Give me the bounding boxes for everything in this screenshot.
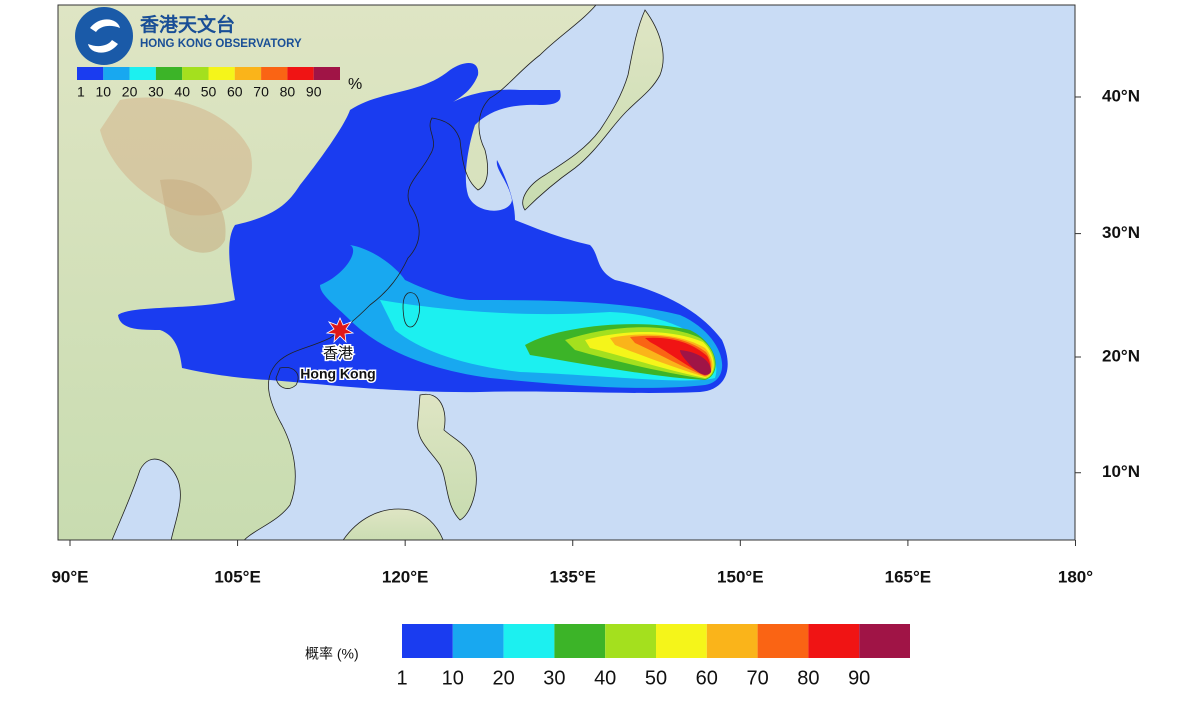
map-legend-label: 10 — [96, 84, 112, 100]
logo-icon — [75, 7, 133, 65]
legend-swatch — [503, 624, 555, 658]
map-legend-label: 50 — [201, 84, 217, 100]
legend-label: 70 — [746, 667, 768, 689]
lon-tick-label: 135°E — [549, 567, 596, 586]
legend-swatch — [859, 624, 910, 658]
map-legend-label: 90 — [306, 84, 322, 100]
probability-area — [118, 63, 728, 393]
org-name-zh: 香港天文台 — [139, 13, 235, 36]
map-legend-label: 80 — [280, 84, 296, 100]
place-name-zh: 香港 — [323, 345, 353, 362]
legend-label: 40 — [594, 667, 616, 689]
map-legend-label: 30 — [148, 84, 164, 100]
legend-swatch — [605, 624, 656, 658]
map-legend-swatch — [208, 67, 235, 80]
map-legend-swatch — [182, 67, 209, 80]
legend-swatch — [554, 624, 606, 658]
legend-swatch — [402, 624, 453, 658]
map-frame — [57, 4, 1076, 541]
place-name-en: Hong Kong — [300, 366, 375, 382]
legend-swatch — [706, 624, 758, 658]
map-legend-swatch — [77, 67, 104, 80]
legend-label: 10 — [442, 667, 464, 689]
map-area: 香港 Hong Kong — [58, 5, 1075, 540]
legend-label: 30 — [543, 667, 565, 689]
legend-label: 1 — [396, 667, 407, 689]
lon-tick-label: 120°E — [382, 567, 429, 586]
legend-label: 90 — [848, 667, 870, 689]
map-legend-swatch — [313, 67, 340, 80]
legend-label: 50 — [645, 667, 667, 689]
map-legend-label: 60 — [227, 84, 243, 100]
legend-title: 概率 (%) — [305, 646, 359, 662]
map-legend-swatch — [129, 67, 156, 80]
logo-swirl — [88, 19, 120, 53]
lon-tick-label: 180° — [1058, 567, 1093, 586]
legend-label: 80 — [797, 667, 819, 689]
map-legend-swatch — [261, 67, 288, 80]
terrain — [100, 97, 252, 216]
logo: 香港天文台 HONG KONG OBSERVATORY — [75, 7, 302, 65]
lat-tick-label: 10°N — [1102, 462, 1140, 481]
map-legend-label: 70 — [253, 84, 269, 100]
map-legend-swatch — [103, 67, 130, 80]
terrain — [160, 179, 226, 253]
map-legend-label: 20 — [122, 84, 138, 100]
lat-tick-label: 20°N — [1102, 346, 1140, 365]
map-legend-swatch — [287, 67, 314, 80]
probability-band — [680, 350, 712, 375]
legend: 概率 (%) 1 10 20 30 40 50 60 70 80 90 — [305, 624, 910, 689]
hong-kong-marker — [325, 316, 355, 344]
map-legend: % 1 10 20 30 40 50 60 70 80 90 — [77, 67, 362, 100]
legend-swatch — [757, 624, 809, 658]
lon-tick-label: 90°E — [51, 567, 88, 586]
legend-swatch — [808, 624, 860, 658]
lon-tick-label: 150°E — [717, 567, 764, 586]
legend-label: 60 — [696, 667, 718, 689]
lon-tick-label: 105°E — [214, 567, 261, 586]
map-legend-label: 40 — [174, 84, 190, 100]
legend-label: 20 — [492, 667, 514, 689]
org-name-en: HONG KONG OBSERVATORY — [140, 38, 302, 50]
lon-tick-label: 165°E — [885, 567, 932, 586]
map-legend-unit: % — [348, 76, 362, 93]
axes: 90°E 105°E 120°E 135°E 150°E 165°E 180° 40°N 30°… — [51, 86, 1140, 586]
legend-swatch — [452, 624, 504, 658]
lat-tick-label: 40°N — [1102, 86, 1140, 105]
map-legend-swatch — [234, 67, 262, 80]
map-legend-swatch — [155, 67, 183, 80]
map-legend-label: 1 — [77, 84, 85, 100]
legend-swatch — [656, 624, 707, 658]
lat-tick-label: 30°N — [1102, 223, 1140, 242]
